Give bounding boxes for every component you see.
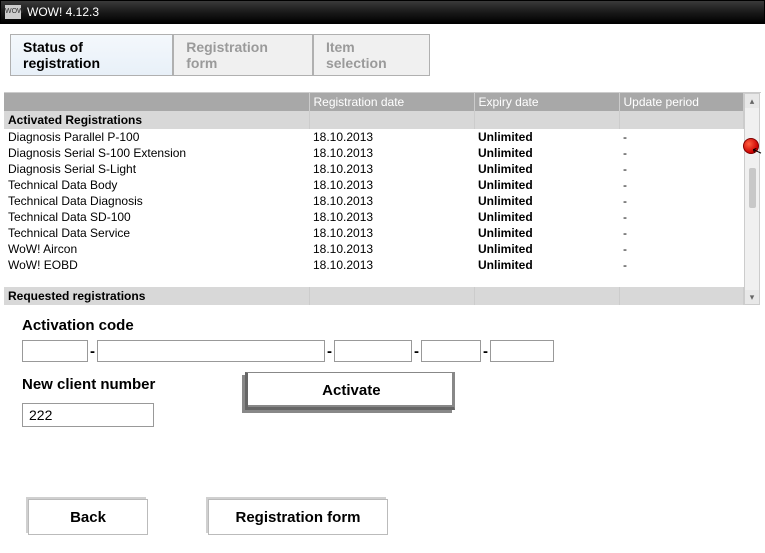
scroll-thumb[interactable] — [749, 168, 756, 208]
table-row[interactable]: Diagnosis Serial S-100 Extension18.10.20… — [4, 145, 744, 161]
dash: - — [483, 343, 488, 360]
dash: - — [414, 343, 419, 360]
col-expiry: Expiry date — [474, 93, 619, 111]
content-area: Status of registration Registration form… — [0, 24, 765, 439]
code-seg-3[interactable] — [334, 340, 412, 362]
tab-status[interactable]: Status of registration — [10, 34, 173, 75]
tab-bar: Status of registration Registration form… — [10, 34, 430, 76]
table-row[interactable]: Technical Data Service18.10.2013Unlimite… — [4, 225, 744, 241]
activate-button[interactable]: Activate — [245, 372, 455, 410]
section-header-activated: Activated Registrations — [4, 111, 744, 129]
table-row[interactable]: Diagnosis Serial S-Light18.10.2013Unlimi… — [4, 161, 744, 177]
col-regdate: Registration date — [309, 93, 474, 111]
activation-code-label: Activation code — [22, 317, 743, 334]
col-name — [4, 93, 309, 111]
registration-form-button[interactable]: Registration form — [208, 499, 388, 535]
table-row[interactable]: Technical Data SD-10018.10.2013Unlimited… — [4, 209, 744, 225]
code-seg-2[interactable] — [97, 340, 325, 362]
table-row[interactable]: WoW! Aircon18.10.2013Unlimited- — [4, 241, 744, 257]
activation-code-inputs: - - - - — [22, 340, 743, 362]
code-seg-1[interactable] — [22, 340, 88, 362]
activation-form: Activation code - - - - New client numbe… — [4, 305, 761, 435]
col-update: Update period — [619, 93, 744, 111]
table-row[interactable]: Technical Data Body18.10.2013Unlimited- — [4, 177, 744, 193]
tab-item-selection[interactable]: Item selection — [313, 34, 430, 75]
registrations-table: Registration date Expiry date Update per… — [4, 93, 744, 305]
tab-registration-form[interactable]: Registration form — [173, 34, 313, 75]
table-row[interactable]: Technical Data Diagnosis18.10.2013Unlimi… — [4, 193, 744, 209]
code-seg-5[interactable] — [490, 340, 554, 362]
client-number-label: New client number — [22, 376, 155, 393]
section-header-requested: Requested registrations — [4, 287, 744, 305]
window-title: WOW! 4.12.3 — [27, 5, 99, 19]
code-seg-4[interactable] — [421, 340, 481, 362]
back-button[interactable]: Back — [28, 499, 148, 535]
registrations-table-container: Registration date Expiry date Update per… — [4, 92, 761, 305]
window-titlebar: WOW WOW! 4.12.3 — [0, 0, 765, 24]
table-row[interactable]: Diagnosis Parallel P-10018.10.2013Unlimi… — [4, 129, 744, 145]
scroll-up-icon[interactable]: ▴ — [745, 94, 759, 108]
table-row[interactable]: WoW! EOBD18.10.2013Unlimited- — [4, 257, 744, 273]
scroll-down-icon[interactable]: ▾ — [745, 290, 759, 304]
dash: - — [90, 343, 95, 360]
table-scrollbar[interactable]: ▴ ▾ — [744, 93, 760, 305]
app-icon: WOW — [5, 5, 21, 19]
scroll-track[interactable] — [745, 108, 759, 290]
bottom-button-bar: Back Registration form — [28, 499, 388, 535]
dash: - — [327, 343, 332, 360]
client-number-input[interactable] — [22, 403, 154, 427]
